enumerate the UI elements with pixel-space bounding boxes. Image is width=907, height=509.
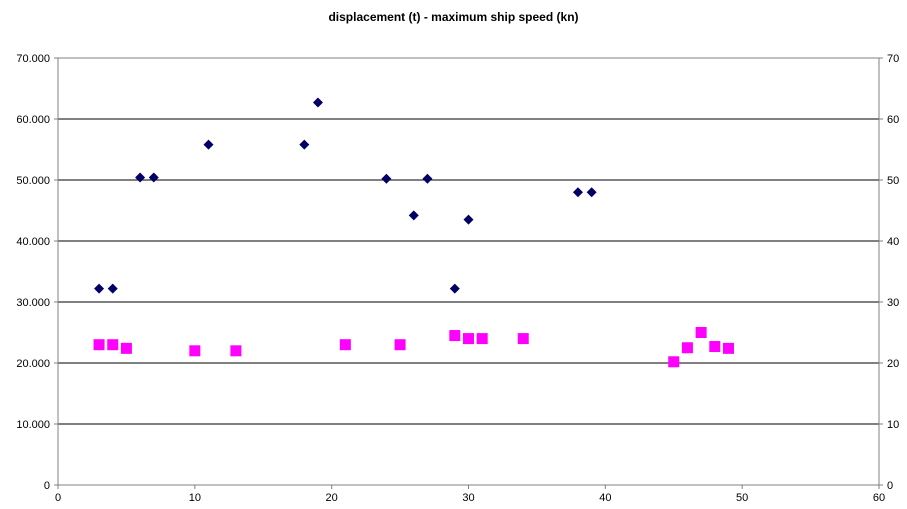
x-tick-label: 30 bbox=[462, 492, 474, 504]
y-left-tick-label: 0 bbox=[44, 480, 50, 492]
y-right-tick-label: 40 bbox=[887, 236, 899, 248]
y-right-tick-label: 20 bbox=[887, 358, 899, 370]
series-1-point bbox=[681, 342, 693, 354]
series-1-point bbox=[709, 341, 721, 353]
series-0-point bbox=[463, 214, 474, 225]
series-1-point bbox=[463, 333, 474, 345]
series-0-point bbox=[299, 139, 310, 150]
series-1-point bbox=[668, 356, 680, 368]
y-right-tick-label: 70 bbox=[887, 53, 899, 65]
x-tick-label: 50 bbox=[736, 492, 748, 504]
y-right-tick-label: 50 bbox=[887, 175, 899, 187]
series-0-point bbox=[449, 283, 460, 294]
x-tick-label: 60 bbox=[873, 492, 885, 504]
series-0-point bbox=[422, 173, 433, 184]
series-0-point bbox=[312, 97, 323, 108]
y-right-tick-label: 30 bbox=[887, 297, 899, 309]
series-0-point bbox=[381, 173, 392, 184]
series-1-point bbox=[722, 342, 734, 354]
series-0-point bbox=[94, 283, 105, 294]
series-0-point bbox=[148, 172, 159, 183]
series-1-point bbox=[517, 333, 529, 345]
y-left-tick-label: 40.000 bbox=[16, 236, 50, 248]
series-0-point bbox=[135, 172, 146, 183]
series-1-point bbox=[695, 327, 707, 338]
series-0-point bbox=[586, 187, 597, 198]
x-tick-label: 40 bbox=[599, 492, 611, 504]
series-1-point bbox=[449, 330, 461, 342]
chart-title: displacement (t) - maximum ship speed (k… bbox=[328, 10, 579, 24]
series-1-point bbox=[339, 339, 351, 351]
series-0-point bbox=[203, 139, 214, 150]
series-0-point bbox=[572, 187, 583, 198]
x-tick-label: 10 bbox=[189, 492, 201, 504]
y-left-tick-label: 20.000 bbox=[16, 358, 50, 370]
y-left-tick-label: 70.000 bbox=[16, 53, 50, 65]
y-left-tick-label: 30.000 bbox=[16, 297, 50, 309]
y-right-tick-label: 10 bbox=[887, 419, 899, 431]
series-1-point bbox=[230, 345, 242, 357]
y-left-tick-label: 50.000 bbox=[16, 175, 50, 187]
data-points bbox=[93, 97, 734, 368]
series-1-point bbox=[189, 345, 201, 357]
series-0-point bbox=[408, 210, 419, 221]
grid-lines bbox=[58, 118, 879, 425]
series-1-point bbox=[394, 339, 406, 351]
series-1-point bbox=[107, 339, 119, 351]
series-1-point bbox=[93, 339, 105, 351]
x-tick-label: 20 bbox=[326, 492, 338, 504]
series-0-point bbox=[107, 283, 118, 294]
y-left-tick-label: 10.000 bbox=[16, 419, 50, 431]
x-tick-label: 0 bbox=[55, 492, 61, 504]
series-1-point bbox=[476, 333, 488, 345]
y-left-tick-label: 60.000 bbox=[16, 114, 50, 126]
series-1-point bbox=[120, 342, 132, 354]
y-right-tick-label: 0 bbox=[887, 480, 893, 492]
plot-area-frame bbox=[57, 57, 880, 486]
y-right-tick-label: 60 bbox=[887, 114, 899, 126]
